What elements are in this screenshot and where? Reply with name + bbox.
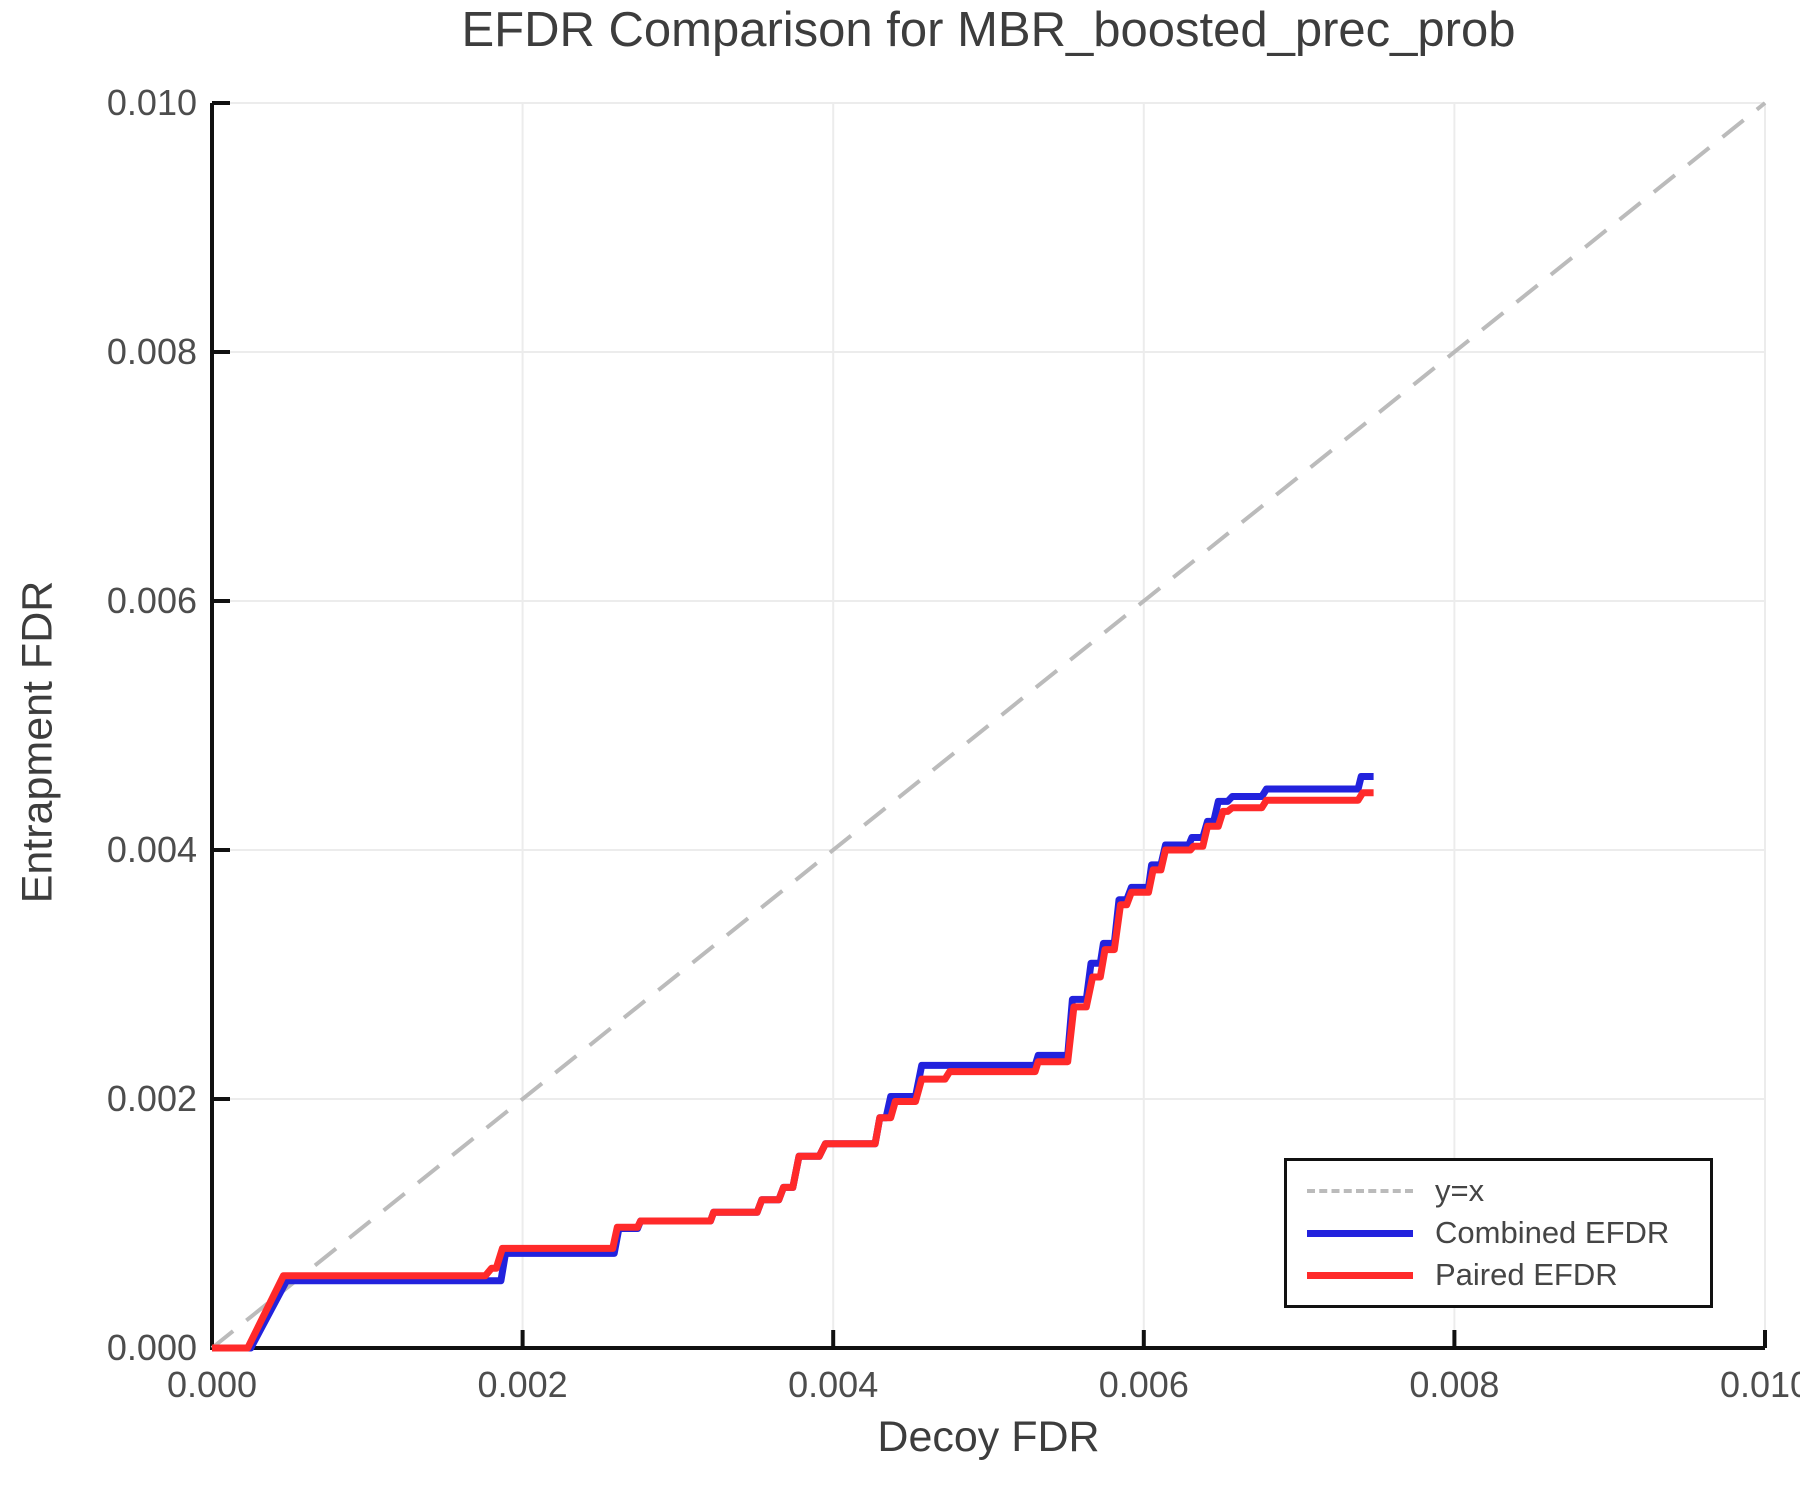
- x-tick-label: 0.008: [1409, 1364, 1499, 1405]
- legend-item-paired-efdr: Paired EFDR: [1307, 1257, 1710, 1294]
- x-tick-label: 0.000: [167, 1364, 257, 1405]
- legend-label-y-equals-x: y=x: [1435, 1173, 1485, 1208]
- x-axis-label: Decoy FDR: [877, 1413, 1100, 1461]
- y-tick-label: 0.006: [107, 580, 197, 621]
- y-tick-label: 0.002: [107, 1078, 197, 1119]
- y-tick-label: 0.000: [107, 1327, 197, 1368]
- legend-label-combined-efdr: Combined EFDR: [1435, 1215, 1670, 1250]
- chart-title: EFDR Comparison for MBR_boosted_prec_pro…: [461, 3, 1516, 57]
- y-tick-label: 0.010: [107, 82, 197, 123]
- y-tick-label: 0.008: [107, 331, 197, 372]
- legend-item-combined-efdr: Combined EFDR: [1307, 1215, 1710, 1252]
- legend-label-paired-efdr: Paired EFDR: [1435, 1257, 1618, 1292]
- legend: y=x Combined EFDR Paired EFDR: [1284, 1158, 1713, 1308]
- legend-line-sample-paired-efdr: [1307, 1271, 1413, 1279]
- series-line-combined-efdr: [212, 773, 1374, 1352]
- x-tick-label: 0.010: [1720, 1364, 1800, 1405]
- y-tick-label: 0.004: [107, 829, 197, 870]
- x-tick-label: 0.006: [1099, 1364, 1189, 1405]
- x-tick-label: 0.002: [478, 1364, 568, 1405]
- legend-item-y-equals-x: y=x: [1307, 1173, 1710, 1210]
- series-line-paired-efdr: [212, 789, 1374, 1352]
- x-tick-label: 0.004: [788, 1364, 878, 1405]
- y-axis-label: Entrapment FDR: [13, 580, 62, 904]
- series-line-y-x: [210, 101, 1767, 1350]
- legend-line-sample-combined-efdr: [1307, 1229, 1413, 1237]
- legend-line-sample-y-equals-x: [1307, 1189, 1413, 1193]
